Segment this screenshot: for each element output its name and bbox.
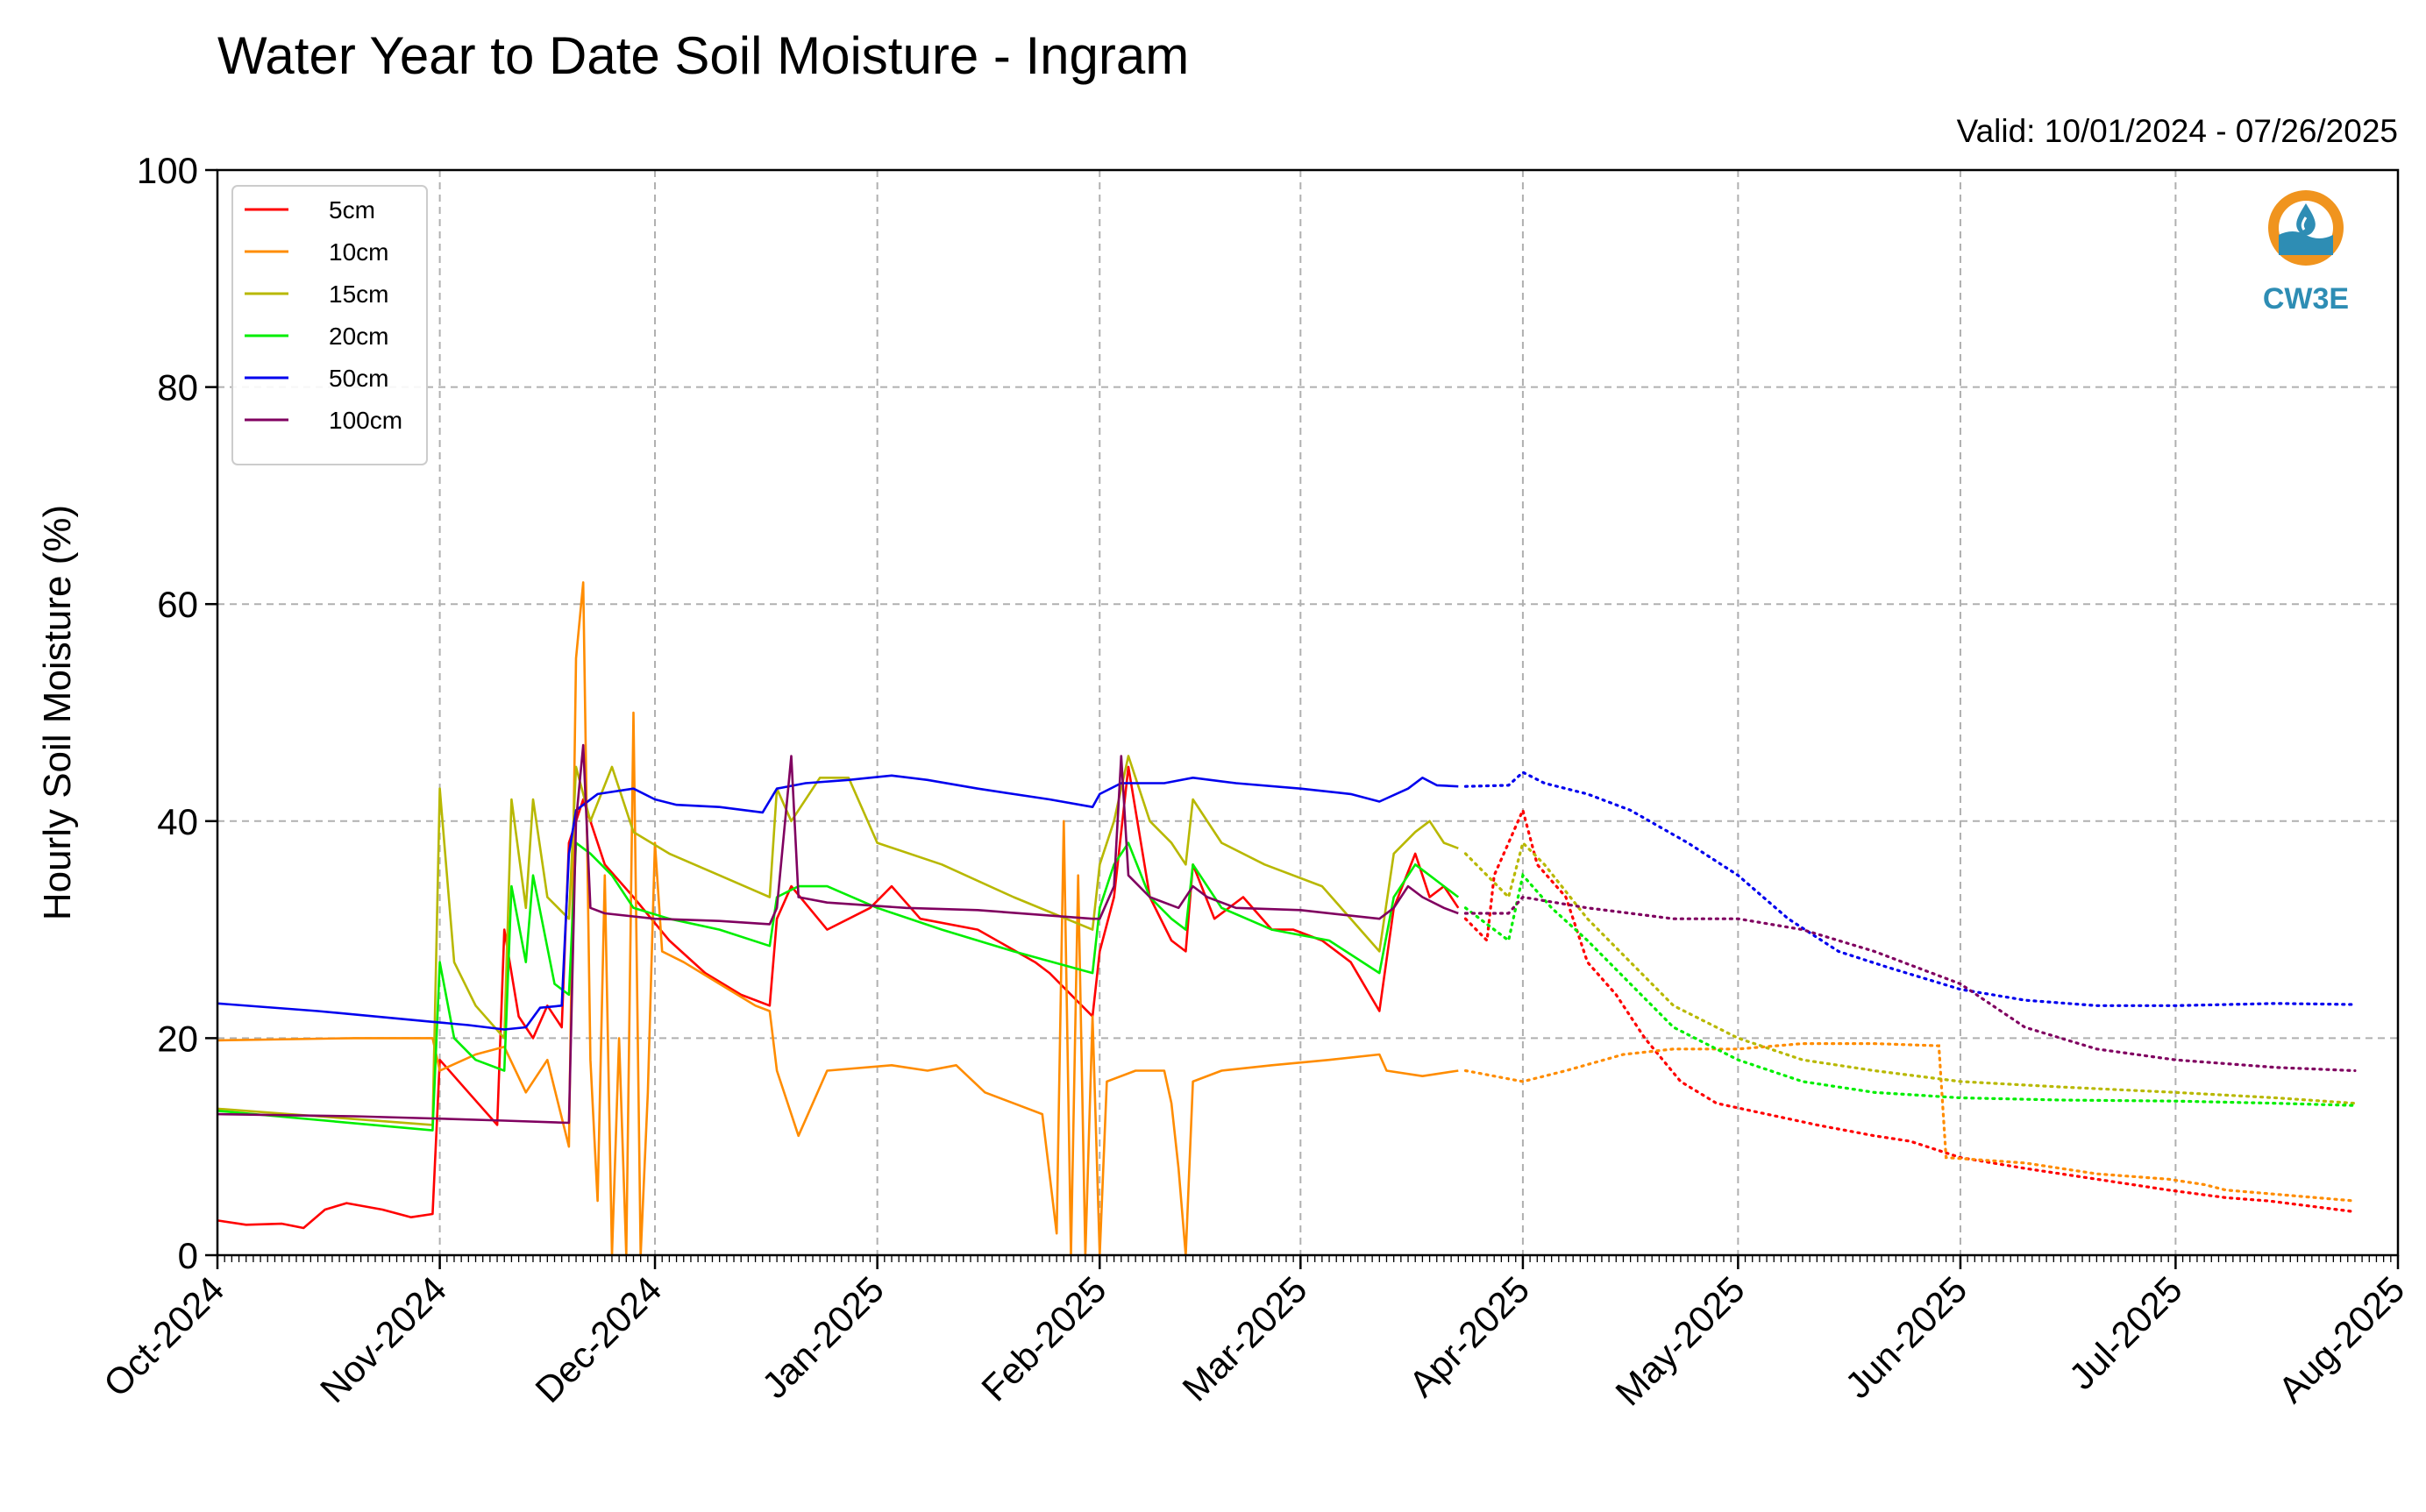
legend-box	[231, 185, 428, 465]
series-dotted-line-10cm	[1463, 1042, 2357, 1203]
legend-label-20cm: 20cm	[329, 323, 388, 350]
legend-label-50cm: 50cm	[329, 365, 388, 392]
cw3e-logo: CW3E	[2263, 190, 2349, 316]
legend-label-10cm: 10cm	[329, 238, 388, 266]
x-tick-label: Aug-2025	[2270, 1268, 2412, 1410]
series-dotted-line-100cm	[1463, 895, 2357, 1073]
legend: 5cm 10cm 15cm 20cm 50cm 100cm	[231, 185, 428, 465]
x-tick-label: Mar-2025	[1174, 1268, 1314, 1409]
series-line-10cm	[217, 581, 1459, 1257]
y-tick-label: 20	[157, 1018, 198, 1059]
logo-drop-highlight	[2301, 217, 2308, 231]
y-tick-label: 100	[137, 150, 198, 191]
logo-text: CW3E	[2263, 282, 2349, 316]
series-line-20cm	[217, 841, 1460, 1132]
x-tick-label: Dec-2024	[527, 1268, 669, 1410]
chart-title: Water Year to Date Soil Moisture - Ingra…	[217, 26, 1189, 85]
y-axis-label: Hourly Soil Moisture (%)	[36, 505, 79, 920]
series-line-50cm	[217, 774, 1459, 1031]
series-dotted-line-5cm	[1463, 806, 2357, 1214]
series-dotted-line-20cm	[1463, 872, 2357, 1107]
series-dotted-line-50cm	[1463, 770, 2357, 1007]
y-tick-label: 60	[157, 584, 198, 625]
x-tick-label: Oct-2024	[96, 1268, 231, 1404]
legend-label-5cm: 5cm	[329, 196, 375, 224]
x-tick-label: Jan-2025	[754, 1268, 892, 1406]
x-tick-label: Nov-2024	[312, 1268, 454, 1410]
series-line-100cm	[217, 743, 1459, 1125]
grid	[217, 170, 2398, 1255]
ticks: 0 20 40 60 80 100 Oct-2024 Nov-2024 Dec-2024 Jan-…	[96, 150, 2412, 1413]
series-line-5cm	[217, 765, 1460, 1230]
legend-label-100cm: 100cm	[329, 407, 402, 434]
x-tick-label: Jul-2025	[2061, 1268, 2190, 1397]
chart-subtitle: Valid: 10/01/2024 - 07/26/2025	[1957, 113, 2398, 149]
y-tick-label: 40	[157, 801, 198, 842]
series-dotted-line-15cm	[1463, 840, 2357, 1105]
y-tick-label: 80	[157, 367, 198, 408]
x-tick-label: Jun-2025	[1837, 1268, 1974, 1406]
x-tick-label: Feb-2025	[973, 1268, 1113, 1409]
series-line-15cm	[217, 755, 1459, 1126]
y-tick-label: 0	[178, 1235, 198, 1276]
x-tick-label: Apr-2025	[1401, 1268, 1537, 1404]
series-layer	[217, 581, 2357, 1257]
x-tick-label: May-2025	[1607, 1268, 1752, 1413]
logo-wave-icon	[2279, 231, 2333, 255]
legend-label-15cm: 15cm	[329, 280, 388, 308]
plot-frame	[216, 168, 2400, 1257]
